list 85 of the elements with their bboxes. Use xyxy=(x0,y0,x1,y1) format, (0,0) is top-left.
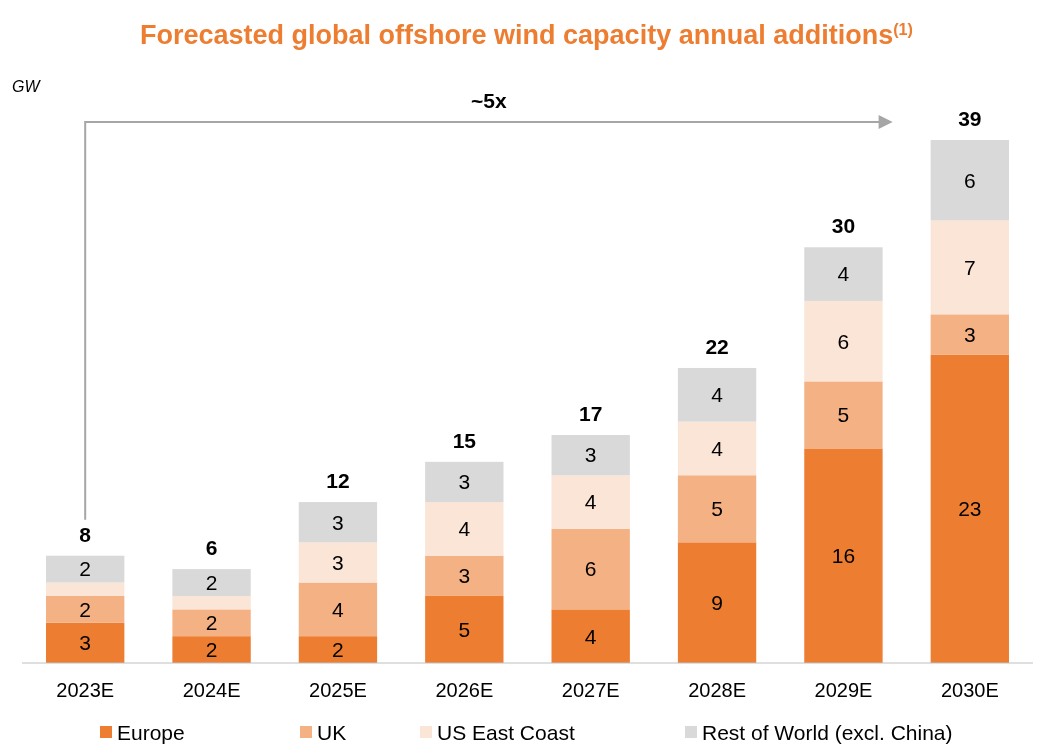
bar xyxy=(804,300,883,382)
data-label: 5 xyxy=(837,403,850,427)
x-tick-label: 2028E xyxy=(688,679,746,701)
bar xyxy=(172,569,251,596)
data-label: 2 xyxy=(79,557,92,581)
x-tick-label: 2023E xyxy=(56,679,115,701)
bar xyxy=(551,528,630,610)
bar xyxy=(551,435,630,476)
data-label: 3 xyxy=(79,631,92,655)
bar xyxy=(172,609,251,637)
data-label: 2 xyxy=(332,637,344,661)
bar xyxy=(677,542,757,663)
bar xyxy=(172,595,251,610)
bar xyxy=(425,555,504,596)
legend-label: Rest of World (excl. China) xyxy=(702,721,953,744)
text: ~5x xyxy=(471,89,508,112)
bar xyxy=(804,247,883,301)
bar xyxy=(677,367,757,422)
total-label: 15 xyxy=(452,428,477,452)
bar xyxy=(677,421,757,476)
data-label: 4 xyxy=(584,624,597,648)
data-label: 3 xyxy=(458,564,471,588)
bar xyxy=(46,582,125,596)
bar xyxy=(804,448,883,663)
bar xyxy=(930,314,1009,355)
data-label: 4 xyxy=(837,262,850,286)
total-label: 39 xyxy=(958,107,982,130)
x-tick-label: 2026E xyxy=(435,679,494,701)
data-label: 3 xyxy=(332,510,344,534)
data-label: 2 xyxy=(205,570,218,594)
data-label: 5 xyxy=(458,617,471,641)
bar xyxy=(551,609,630,663)
bar xyxy=(930,354,1009,663)
data-label: 3 xyxy=(584,443,597,467)
data-label: 5 xyxy=(711,497,723,521)
bar xyxy=(551,475,630,529)
bar xyxy=(46,622,125,663)
total-label: 22 xyxy=(705,334,729,358)
x-tick-label: 2027E xyxy=(561,679,620,701)
bar xyxy=(930,140,1009,221)
data-label: 4 xyxy=(584,490,597,514)
bar xyxy=(298,502,378,543)
bar xyxy=(425,595,504,663)
data-label: 6 xyxy=(963,168,976,192)
legend-label: Europe xyxy=(117,721,185,744)
data-label: 3 xyxy=(963,322,976,346)
x-tick-label: 2024E xyxy=(182,679,241,701)
bar xyxy=(425,502,504,556)
data-label: 6 xyxy=(584,557,597,581)
data-label: 4 xyxy=(458,517,471,541)
data-label: 7 xyxy=(963,255,976,279)
data-label: 4 xyxy=(711,436,724,460)
bar xyxy=(172,636,251,663)
legend-label: US East Coast xyxy=(437,721,575,744)
bar xyxy=(298,636,378,663)
bar xyxy=(298,582,378,637)
data-label: 3 xyxy=(332,550,344,574)
data-label: 2 xyxy=(205,637,218,661)
data-label: 6 xyxy=(837,329,850,353)
legend-label: UK xyxy=(317,721,347,744)
x-tick-label: 2029E xyxy=(814,679,873,701)
bar xyxy=(425,461,504,503)
data-label: 16 xyxy=(831,544,856,568)
x-tick-label: 2030E xyxy=(940,679,999,701)
bar xyxy=(677,475,757,543)
data-label: 2 xyxy=(205,611,218,635)
bar xyxy=(804,381,883,449)
bar xyxy=(298,542,378,583)
data-label: 3 xyxy=(458,470,471,494)
data-label: 2 xyxy=(79,597,92,621)
total-label: 8 xyxy=(79,522,92,546)
chart-title: Forecasted global offshore wind capacity annual additions$^{(1)}$ xyxy=(140,20,913,50)
bar xyxy=(46,595,125,623)
data-label: 9 xyxy=(711,591,723,614)
data-label: 23 xyxy=(958,497,982,521)
total-label: 17 xyxy=(579,402,603,426)
data-label: 4 xyxy=(332,597,345,621)
data-label: 4 xyxy=(711,383,724,407)
bar xyxy=(930,220,1009,315)
x-tick-label: 2025E xyxy=(309,679,367,701)
total-label: 30 xyxy=(831,214,856,238)
total-label: 12 xyxy=(326,469,350,493)
y-axis-title: GW xyxy=(12,78,42,95)
bar xyxy=(46,555,125,583)
total-label: 6 xyxy=(205,536,218,560)
